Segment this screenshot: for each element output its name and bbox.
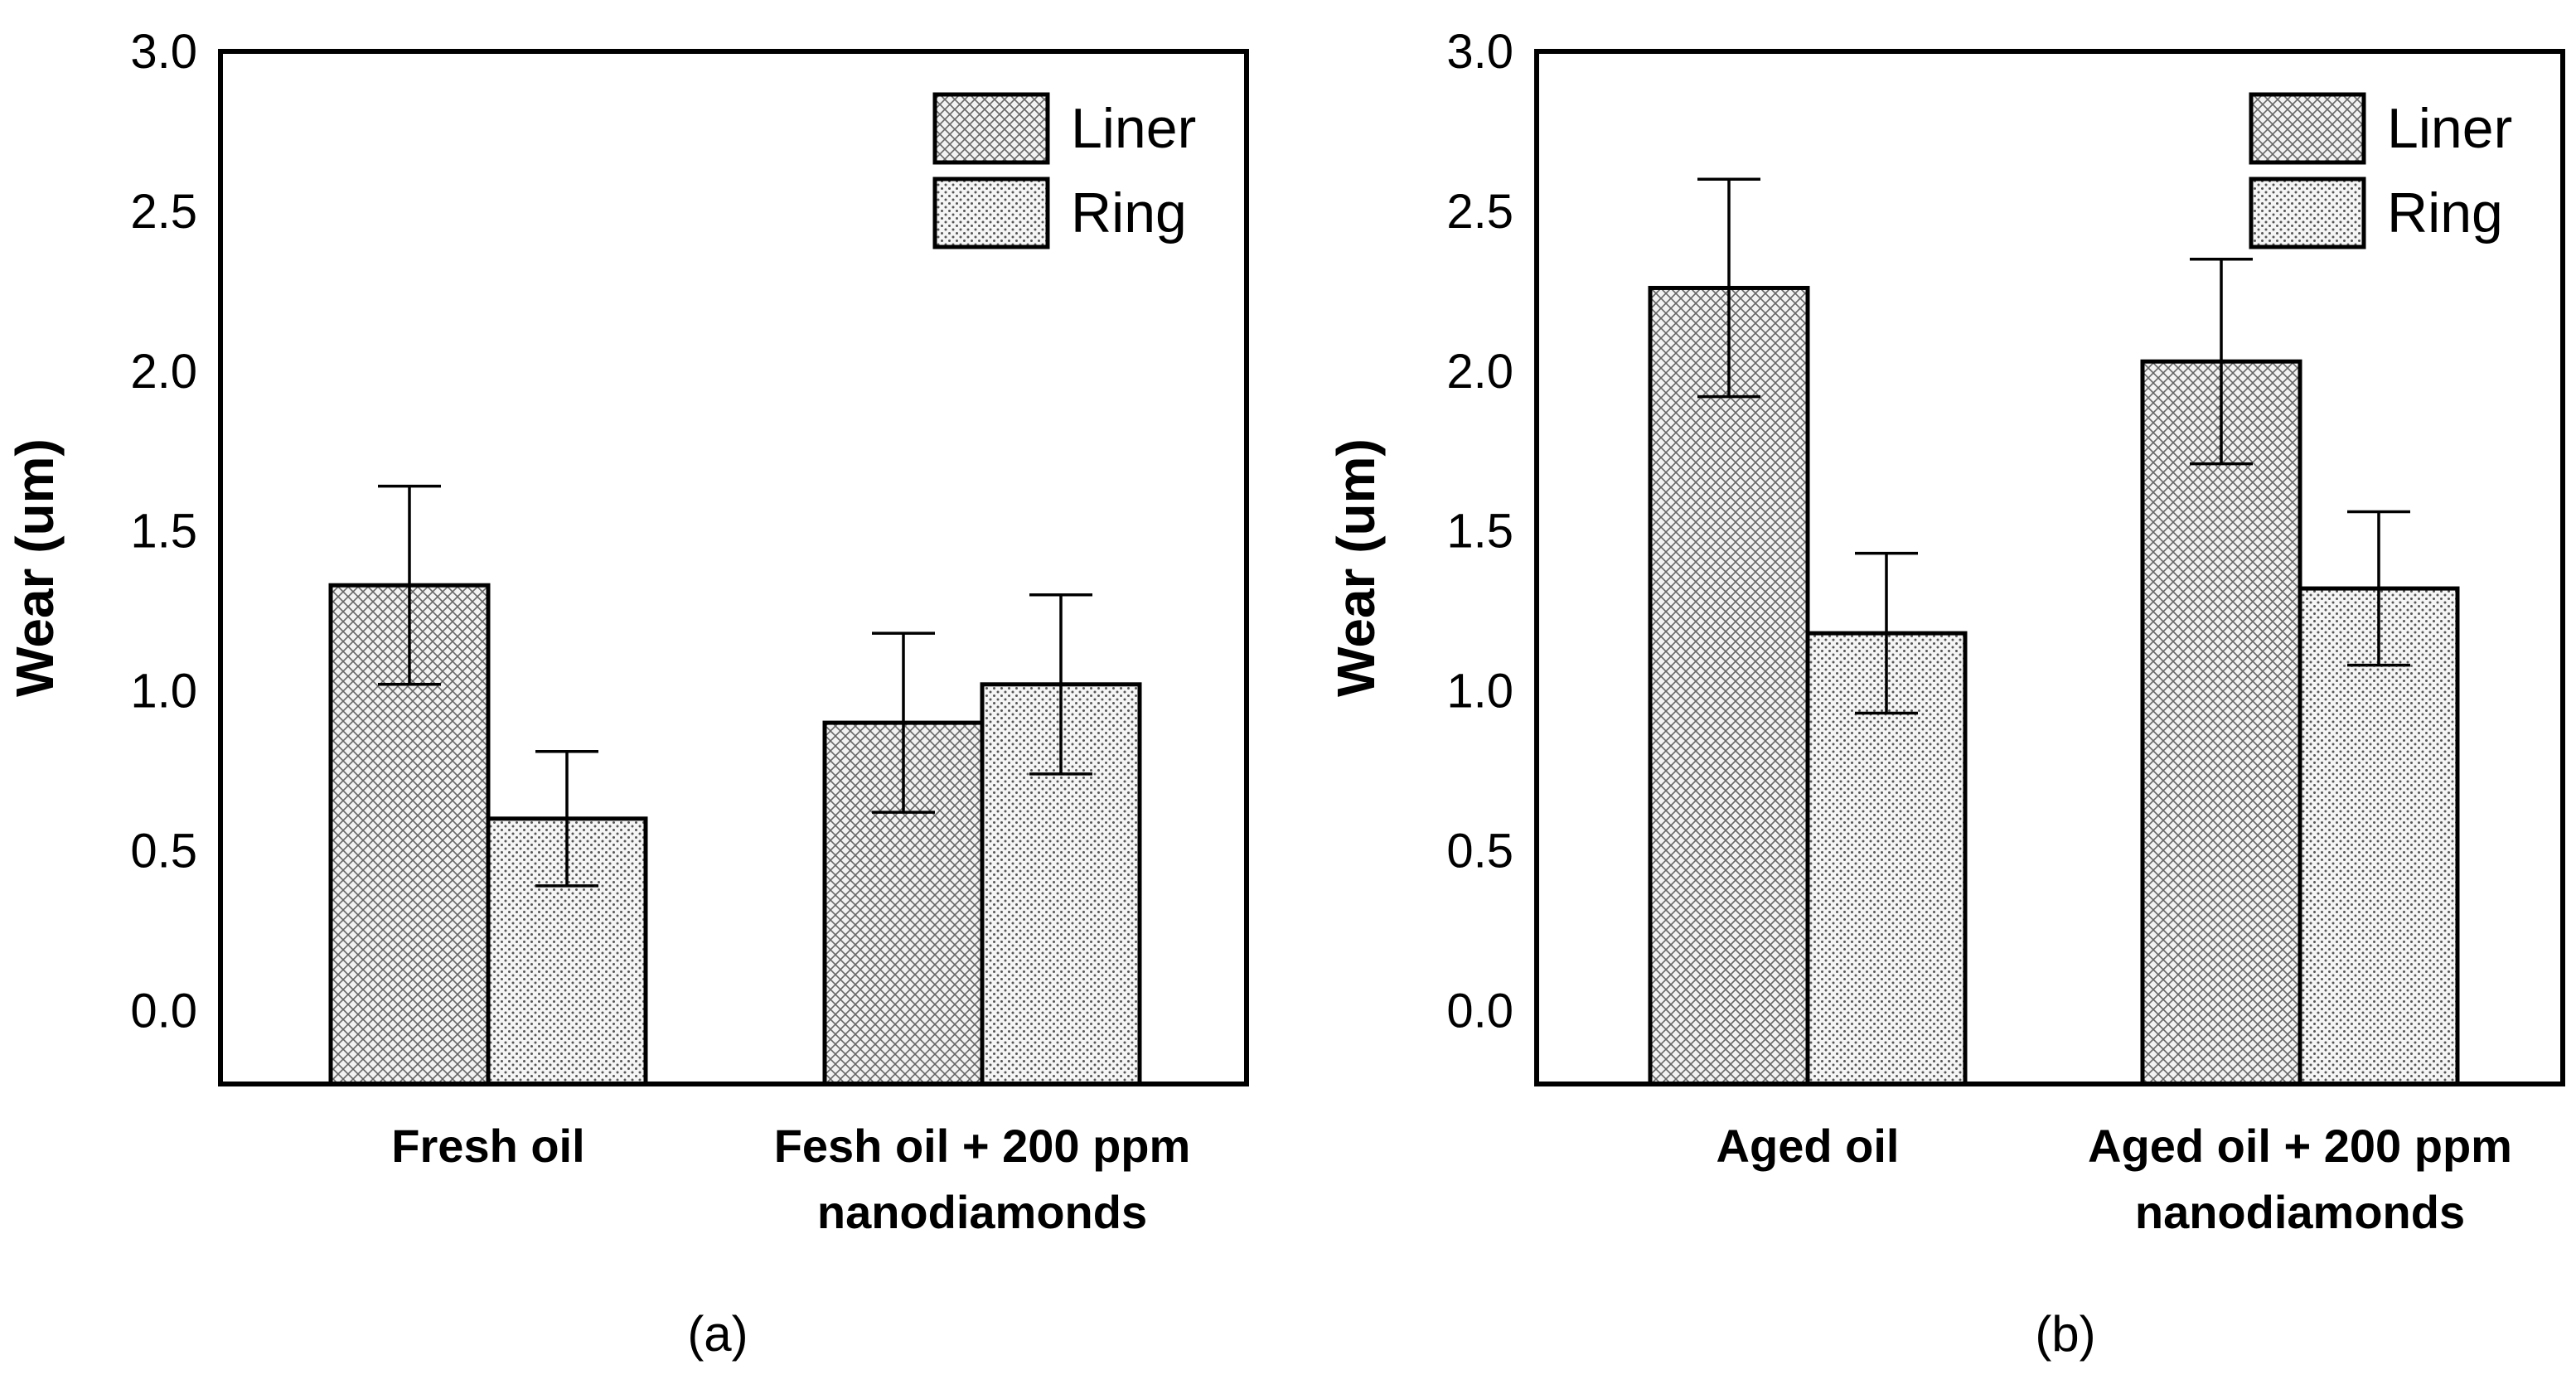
y-axis-label: Wear (um) [1326, 438, 1386, 697]
y-tick-label: 2.0 [1446, 345, 1513, 399]
bar-liner-1 [2140, 359, 2302, 1086]
panel-label: (a) [687, 1306, 748, 1362]
y-tick-label: 2.0 [130, 345, 197, 399]
y-tick-label: 2.5 [1446, 185, 1513, 239]
error-bar-ring-1 [1029, 593, 1092, 776]
legend-label-liner: Liner [1071, 97, 1196, 160]
y-axis-label: Wear (um) [5, 438, 65, 697]
legend-swatch-liner [2249, 92, 2366, 165]
y-tick-label: 3.0 [1446, 25, 1513, 79]
x-category-label: nanodiamonds [2135, 1186, 2465, 1238]
y-tick-label: 3.0 [130, 25, 197, 79]
plot-frame [1534, 49, 2565, 1086]
y-tick-label: 0.5 [130, 824, 197, 878]
bar-liner-0 [1648, 285, 1810, 1086]
y-tick-label: 2.5 [130, 185, 197, 239]
legend-label-ring: Ring [2387, 181, 2503, 244]
error-bar-liner-1 [872, 632, 935, 814]
legend: Liner Ring [932, 92, 1196, 249]
chart-panel-b: 0.0 0.5 1.0 1.5 2.0 2.5 3.0 Wear (um) Aged oil Ag… [1326, 25, 2565, 1362]
y-tick-label: 1.5 [1446, 505, 1513, 559]
legend-swatch-ring [932, 177, 1050, 249]
y-tick-label: 1.0 [130, 665, 197, 719]
y-tick-label: 0.0 [130, 984, 197, 1038]
bar-ring-1 [2298, 586, 2460, 1086]
y-tick-label: 1.0 [1446, 665, 1513, 719]
error-bar-ring-1 [2347, 510, 2410, 667]
error-bar-liner-1 [2190, 257, 2253, 466]
error-bar-ring-0 [535, 750, 598, 888]
y-tick-label: 0.5 [1446, 824, 1513, 878]
x-category-label: Aged oil + 200 ppm [2088, 1120, 2512, 1172]
x-category-label: Fesh oil + 200 ppm [774, 1120, 1191, 1172]
chart-panel-a: 0.0 0.5 1.0 1.5 2.0 2.5 3.0 Wear (um) Fresh oil F… [5, 25, 1249, 1362]
legend-swatch-ring [2249, 177, 2366, 249]
y-tick-label: 0.0 [1446, 984, 1513, 1038]
x-category-label: nanodiamonds [817, 1186, 1147, 1238]
plot-frame [218, 49, 1249, 1086]
x-category-label: Fresh oil [391, 1120, 584, 1172]
x-category-label: Aged oil [1717, 1120, 1900, 1172]
error-bar-liner-0 [1697, 177, 1760, 399]
y-tick-label: 1.5 [130, 505, 197, 559]
legend-swatch-liner [932, 92, 1050, 165]
legend-label-liner: Liner [2387, 97, 2512, 160]
legend-label-ring: Ring [1071, 181, 1187, 244]
panel-label: (b) [2035, 1306, 2095, 1362]
legend: Liner Ring [2249, 92, 2512, 249]
error-bar-liner-0 [378, 484, 441, 686]
error-bar-ring-0 [1855, 551, 1918, 715]
